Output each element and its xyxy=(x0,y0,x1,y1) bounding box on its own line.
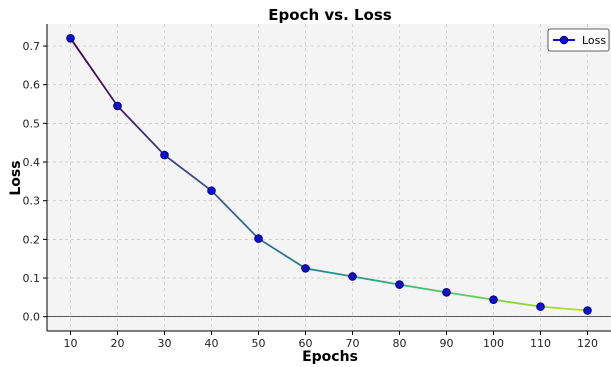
x-tick-label-6: 70 xyxy=(346,337,360,350)
plot-area-background xyxy=(47,24,611,331)
data-point-7 xyxy=(395,280,404,289)
data-point-9 xyxy=(489,295,498,304)
x-tick-label-4: 50 xyxy=(252,337,266,350)
x-tick-label-8: 90 xyxy=(440,337,454,350)
data-point-8 xyxy=(442,288,451,297)
axes xyxy=(46,24,611,332)
loss-line xyxy=(69,37,588,312)
x-tick-label-0: 10 xyxy=(64,337,78,350)
data-point-6 xyxy=(348,272,357,281)
y-tick-label-4: 0.4 xyxy=(23,156,41,169)
x-tick-label-3: 40 xyxy=(205,337,219,350)
legend-label-loss: Loss xyxy=(582,34,606,47)
y-tick-labels: 0.0 0.1 0.2 0.3 0.4 0.5 0.6 0.7 xyxy=(23,40,47,324)
y-tick-label-7: 0.7 xyxy=(23,40,41,53)
y-tick-label-6: 0.6 xyxy=(23,79,41,92)
data-point-10 xyxy=(536,302,545,311)
x-tick-label-1: 20 xyxy=(111,337,125,350)
data-point-4 xyxy=(254,234,263,243)
x-tick-label-10: 110 xyxy=(530,337,551,350)
legend-marker-swatch xyxy=(559,35,569,45)
y-tick-label-5: 0.5 xyxy=(23,117,41,130)
x-tick-label-9: 100 xyxy=(483,337,504,350)
data-point-3 xyxy=(207,186,216,195)
legend: Loss xyxy=(547,28,610,52)
data-point-0 xyxy=(66,34,75,43)
data-point-5 xyxy=(301,264,310,273)
data-point-11 xyxy=(583,306,592,315)
chart-title: Epoch vs. Loss xyxy=(268,6,391,24)
y-axis-title: Loss xyxy=(8,160,24,195)
y-tick-label-3: 0.3 xyxy=(23,195,41,208)
x-tick-labels: 10 20 30 40 50 60 70 80 90 100 110 120 xyxy=(64,331,598,350)
legend-box xyxy=(547,28,610,52)
x-tick-label-2: 30 xyxy=(158,337,172,350)
x-axis-title: Epochs xyxy=(302,349,358,365)
x-tick-label-5: 60 xyxy=(299,337,313,350)
x-tick-label-7: 80 xyxy=(393,337,407,350)
data-point-1 xyxy=(113,101,122,111)
y-tick-label-2: 0.2 xyxy=(23,233,41,246)
y-tick-label-0: 0.0 xyxy=(23,311,41,324)
y-tick-label-1: 0.1 xyxy=(23,272,41,285)
x-tick-label-11: 120 xyxy=(577,337,598,350)
grid-lines xyxy=(47,24,611,331)
series-loss xyxy=(66,34,592,315)
data-point-2 xyxy=(160,150,169,160)
